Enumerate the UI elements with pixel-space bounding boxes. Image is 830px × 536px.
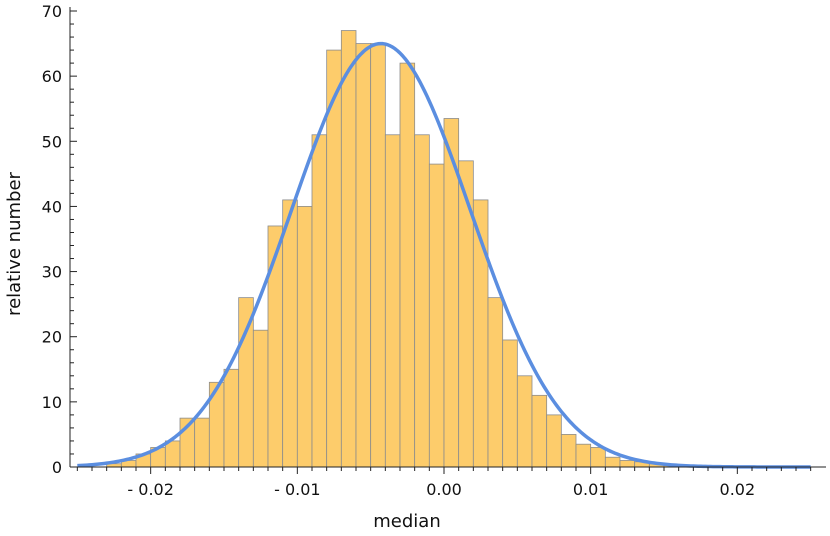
histogram-bar bbox=[223, 368, 240, 468]
histogram-bar bbox=[384, 134, 401, 468]
histogram-bar bbox=[458, 160, 474, 468]
tick-labels: 0 10 20 30 40 50 60 70 - 0.02 - 0.01 0.00 0.01 0.02 bbox=[42, 2, 756, 499]
x-axis-title: median bbox=[373, 511, 440, 532]
histogram-bar bbox=[164, 440, 181, 468]
histogram-bar bbox=[340, 30, 357, 468]
histogram-bar bbox=[560, 434, 577, 468]
y-tick-label: 40 bbox=[42, 197, 62, 216]
y-tick-label: 30 bbox=[42, 263, 62, 282]
x-tick-label: - 0.02 bbox=[127, 480, 173, 499]
y-tick-label: 0 bbox=[52, 458, 62, 477]
histogram-bar bbox=[370, 43, 386, 468]
y-axis-title: relative number bbox=[4, 171, 25, 315]
histogram-bar bbox=[296, 206, 313, 468]
histogram-bar bbox=[252, 329, 269, 468]
histogram-bar bbox=[267, 225, 284, 468]
histogram-bar bbox=[546, 414, 562, 468]
histogram-bar bbox=[487, 297, 504, 468]
histogram-bar bbox=[282, 199, 298, 468]
histogram-bar bbox=[428, 163, 445, 468]
histogram-bar bbox=[619, 460, 636, 468]
histogram-bar bbox=[414, 134, 430, 468]
histogram-bar bbox=[516, 375, 533, 468]
histogram-bar bbox=[311, 134, 328, 468]
histogram-bar bbox=[502, 339, 518, 468]
histogram-bar bbox=[531, 394, 548, 468]
histogram-bar bbox=[194, 417, 210, 468]
histogram-bar bbox=[355, 43, 372, 468]
y-tick-label: 50 bbox=[42, 132, 62, 151]
histogram-bar bbox=[604, 456, 621, 468]
y-tick-label: 20 bbox=[42, 328, 62, 347]
histogram-bar bbox=[399, 62, 416, 468]
y-tick-label: 10 bbox=[42, 393, 62, 412]
x-tick-label: - 0.01 bbox=[274, 480, 320, 499]
y-tick-label: 70 bbox=[42, 2, 62, 21]
x-tick-label: 0.00 bbox=[426, 480, 462, 499]
y-tick-label: 60 bbox=[42, 67, 62, 86]
histogram-bar bbox=[590, 447, 606, 468]
x-tick-label: 0.02 bbox=[720, 480, 756, 499]
fitted-normal-curve bbox=[77, 41, 811, 469]
axes bbox=[69, 7, 826, 474]
histogram-bars bbox=[106, 30, 694, 468]
histogram-bar bbox=[575, 443, 592, 468]
x-tick-label: 0.01 bbox=[573, 480, 609, 499]
